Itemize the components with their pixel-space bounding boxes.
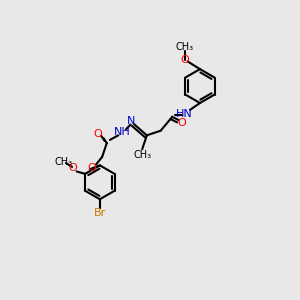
Text: O: O xyxy=(87,163,96,173)
Text: O: O xyxy=(93,129,102,139)
Text: CH₃: CH₃ xyxy=(176,42,194,52)
Text: NH: NH xyxy=(114,127,130,137)
Text: O: O xyxy=(180,55,189,65)
Text: Br: Br xyxy=(94,208,106,218)
Text: CH₃: CH₃ xyxy=(133,150,151,160)
Text: N: N xyxy=(127,116,135,127)
Text: HN: HN xyxy=(176,109,193,119)
Text: CH₃: CH₃ xyxy=(55,157,73,167)
Text: O: O xyxy=(177,118,186,128)
Text: O: O xyxy=(68,163,77,173)
